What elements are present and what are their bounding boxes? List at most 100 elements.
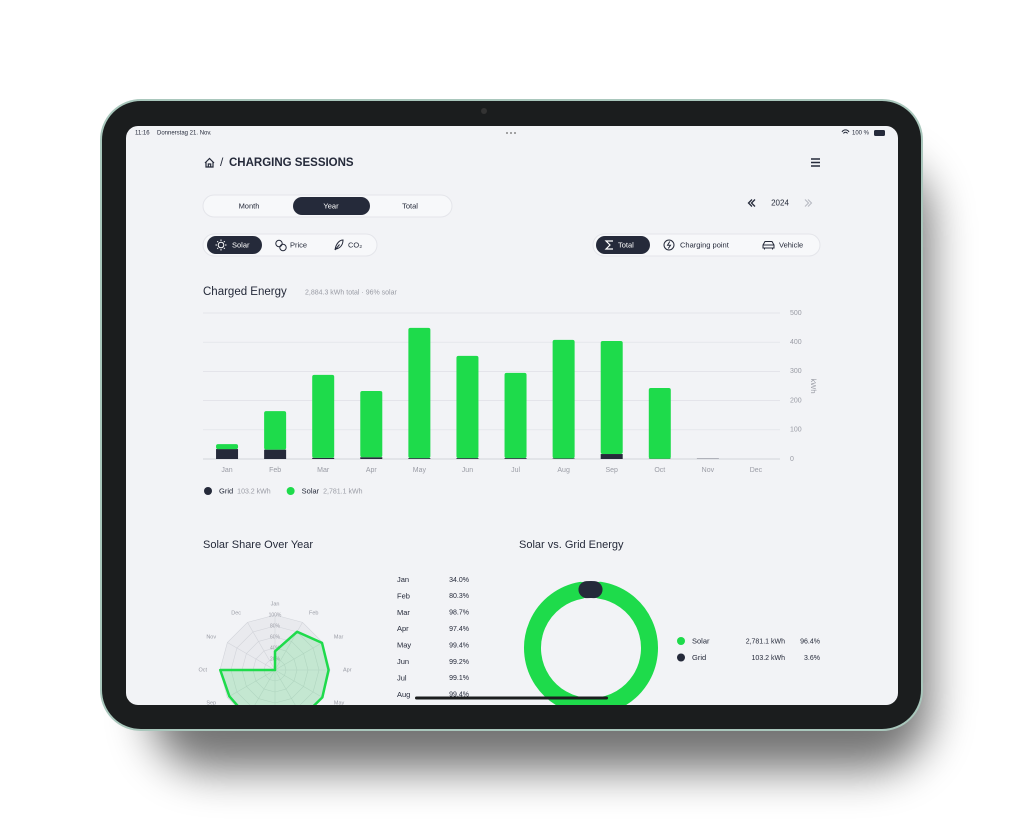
y-tick-label: 200 (790, 397, 802, 404)
legend-swatch (204, 487, 212, 495)
y-axis-label: kWh (809, 379, 818, 394)
next-year[interactable] (804, 199, 813, 207)
year-label: 2024 (771, 199, 789, 208)
legend-total: 103.2 kWh (237, 488, 271, 495)
bar-segment (264, 449, 287, 459)
chart-title: Charged Energy (203, 286, 287, 298)
radar-axis-label: Mar (334, 634, 344, 640)
y-tick-label: 0 (790, 456, 794, 463)
x-tick-label: Jul (511, 467, 520, 474)
bar-segment (504, 458, 527, 459)
share-value: 99.2% (449, 659, 469, 666)
option-label[interactable]: Year (323, 201, 339, 210)
legend-label: Grid (692, 653, 706, 662)
option-label[interactable]: Solar (232, 240, 250, 249)
bar-segment (216, 444, 239, 450)
bar-segment (264, 411, 287, 450)
share-value: 98.7% (449, 610, 469, 617)
legend-total: 2,781.1 kWh (323, 488, 362, 495)
bar-segment (408, 458, 431, 459)
screen: 11:16 Donnerstag 21. Nov. 100 % / CHARGI… (126, 126, 898, 706)
share-month: Apr (397, 624, 409, 633)
radar-spoke (274, 642, 323, 671)
radar-title: Solar Share Over Year (203, 539, 313, 551)
camera (481, 108, 487, 114)
radar-axis-label: Feb (309, 610, 318, 616)
group-filters (592, 233, 821, 257)
radar-area (218, 630, 330, 705)
radar-spoke (227, 642, 276, 671)
option-label[interactable]: Total (618, 240, 634, 249)
bar-segment (360, 457, 383, 459)
status-time: 11:16 (135, 131, 150, 137)
x-tick-label: Sep (605, 467, 618, 474)
radar-axis-label: Nov (206, 634, 216, 640)
page-title: CHARGING SESSIONS (229, 157, 354, 169)
home-icon[interactable] (204, 157, 215, 168)
option-label[interactable]: Vehicle (779, 240, 803, 249)
legend-amount: 2,781.1 kWh (746, 638, 785, 645)
bar-segment (216, 449, 239, 459)
bar-segment (408, 327, 431, 459)
legend-amount: 103.2 kWh (752, 655, 786, 662)
legend-share: 96.4% (800, 638, 820, 645)
home-indicator (415, 696, 608, 700)
radar-axis-label: May (334, 700, 345, 706)
x-tick-label: Aug (557, 467, 570, 474)
chart-subtitle: 2,884.3 kWh total · 96% solar (305, 289, 397, 296)
radar-spoke (274, 622, 303, 671)
multitask-dots (506, 132, 516, 134)
bar-segment (312, 374, 335, 458)
bar-segment (312, 457, 335, 459)
legend-swatch (677, 653, 685, 662)
bar-segment (648, 388, 671, 459)
x-tick-label: Dec (750, 467, 763, 474)
option-label[interactable]: Charging point (680, 240, 730, 249)
breadcrumb-separator: / (220, 155, 224, 169)
legend-label: Solar (302, 486, 320, 495)
share-month: Aug (397, 690, 410, 699)
bar-segment (552, 458, 575, 459)
share-value: 34.0% (449, 577, 469, 584)
wifi-icon (841, 129, 850, 134)
prev-year[interactable] (747, 199, 756, 207)
radar-spoke (247, 622, 276, 671)
share-value: 97.4% (449, 626, 469, 633)
option-label[interactable]: Price (290, 240, 307, 249)
x-tick-label: Feb (269, 467, 281, 474)
share-month: Mar (397, 608, 410, 617)
option-label[interactable]: Total (402, 201, 418, 210)
radar-spoke (274, 669, 303, 705)
legend-swatch (677, 637, 685, 645)
radar-axis-label: Oct (198, 667, 207, 673)
radar-spoke (274, 669, 323, 698)
share-month: Jun (397, 657, 409, 666)
status-date: Donnerstag 21. Nov. (157, 131, 212, 137)
x-tick-label: Oct (654, 467, 665, 474)
share-month: May (397, 641, 411, 650)
radar-axis-label: Dec (231, 610, 241, 616)
share-month: Feb (397, 591, 410, 600)
donut-title: Solar vs. Grid Energy (519, 539, 624, 551)
x-tick-label: Jun (462, 467, 473, 474)
option-label[interactable]: CO₂ (348, 240, 362, 249)
radar-axis-label: Sep (206, 700, 216, 706)
bar-segment (600, 454, 623, 459)
legend-label: Solar (692, 636, 710, 645)
share-value: 99.4% (449, 692, 469, 699)
menu-icon[interactable] (811, 158, 820, 167)
x-tick-label: May (413, 467, 427, 474)
share-month: Jan (397, 575, 409, 584)
y-tick-label: 100 (790, 427, 802, 434)
y-tick-label: 400 (790, 339, 802, 346)
y-tick-label: 300 (790, 368, 802, 375)
radar-axis-label: Apr (343, 667, 352, 673)
y-tick-label: 500 (790, 310, 802, 317)
bar-segment (600, 341, 623, 455)
status-battery: 100 % (852, 131, 870, 137)
option-label[interactable]: Month (239, 201, 260, 210)
share-month: Jul (397, 673, 407, 682)
bar-segment (360, 390, 383, 458)
